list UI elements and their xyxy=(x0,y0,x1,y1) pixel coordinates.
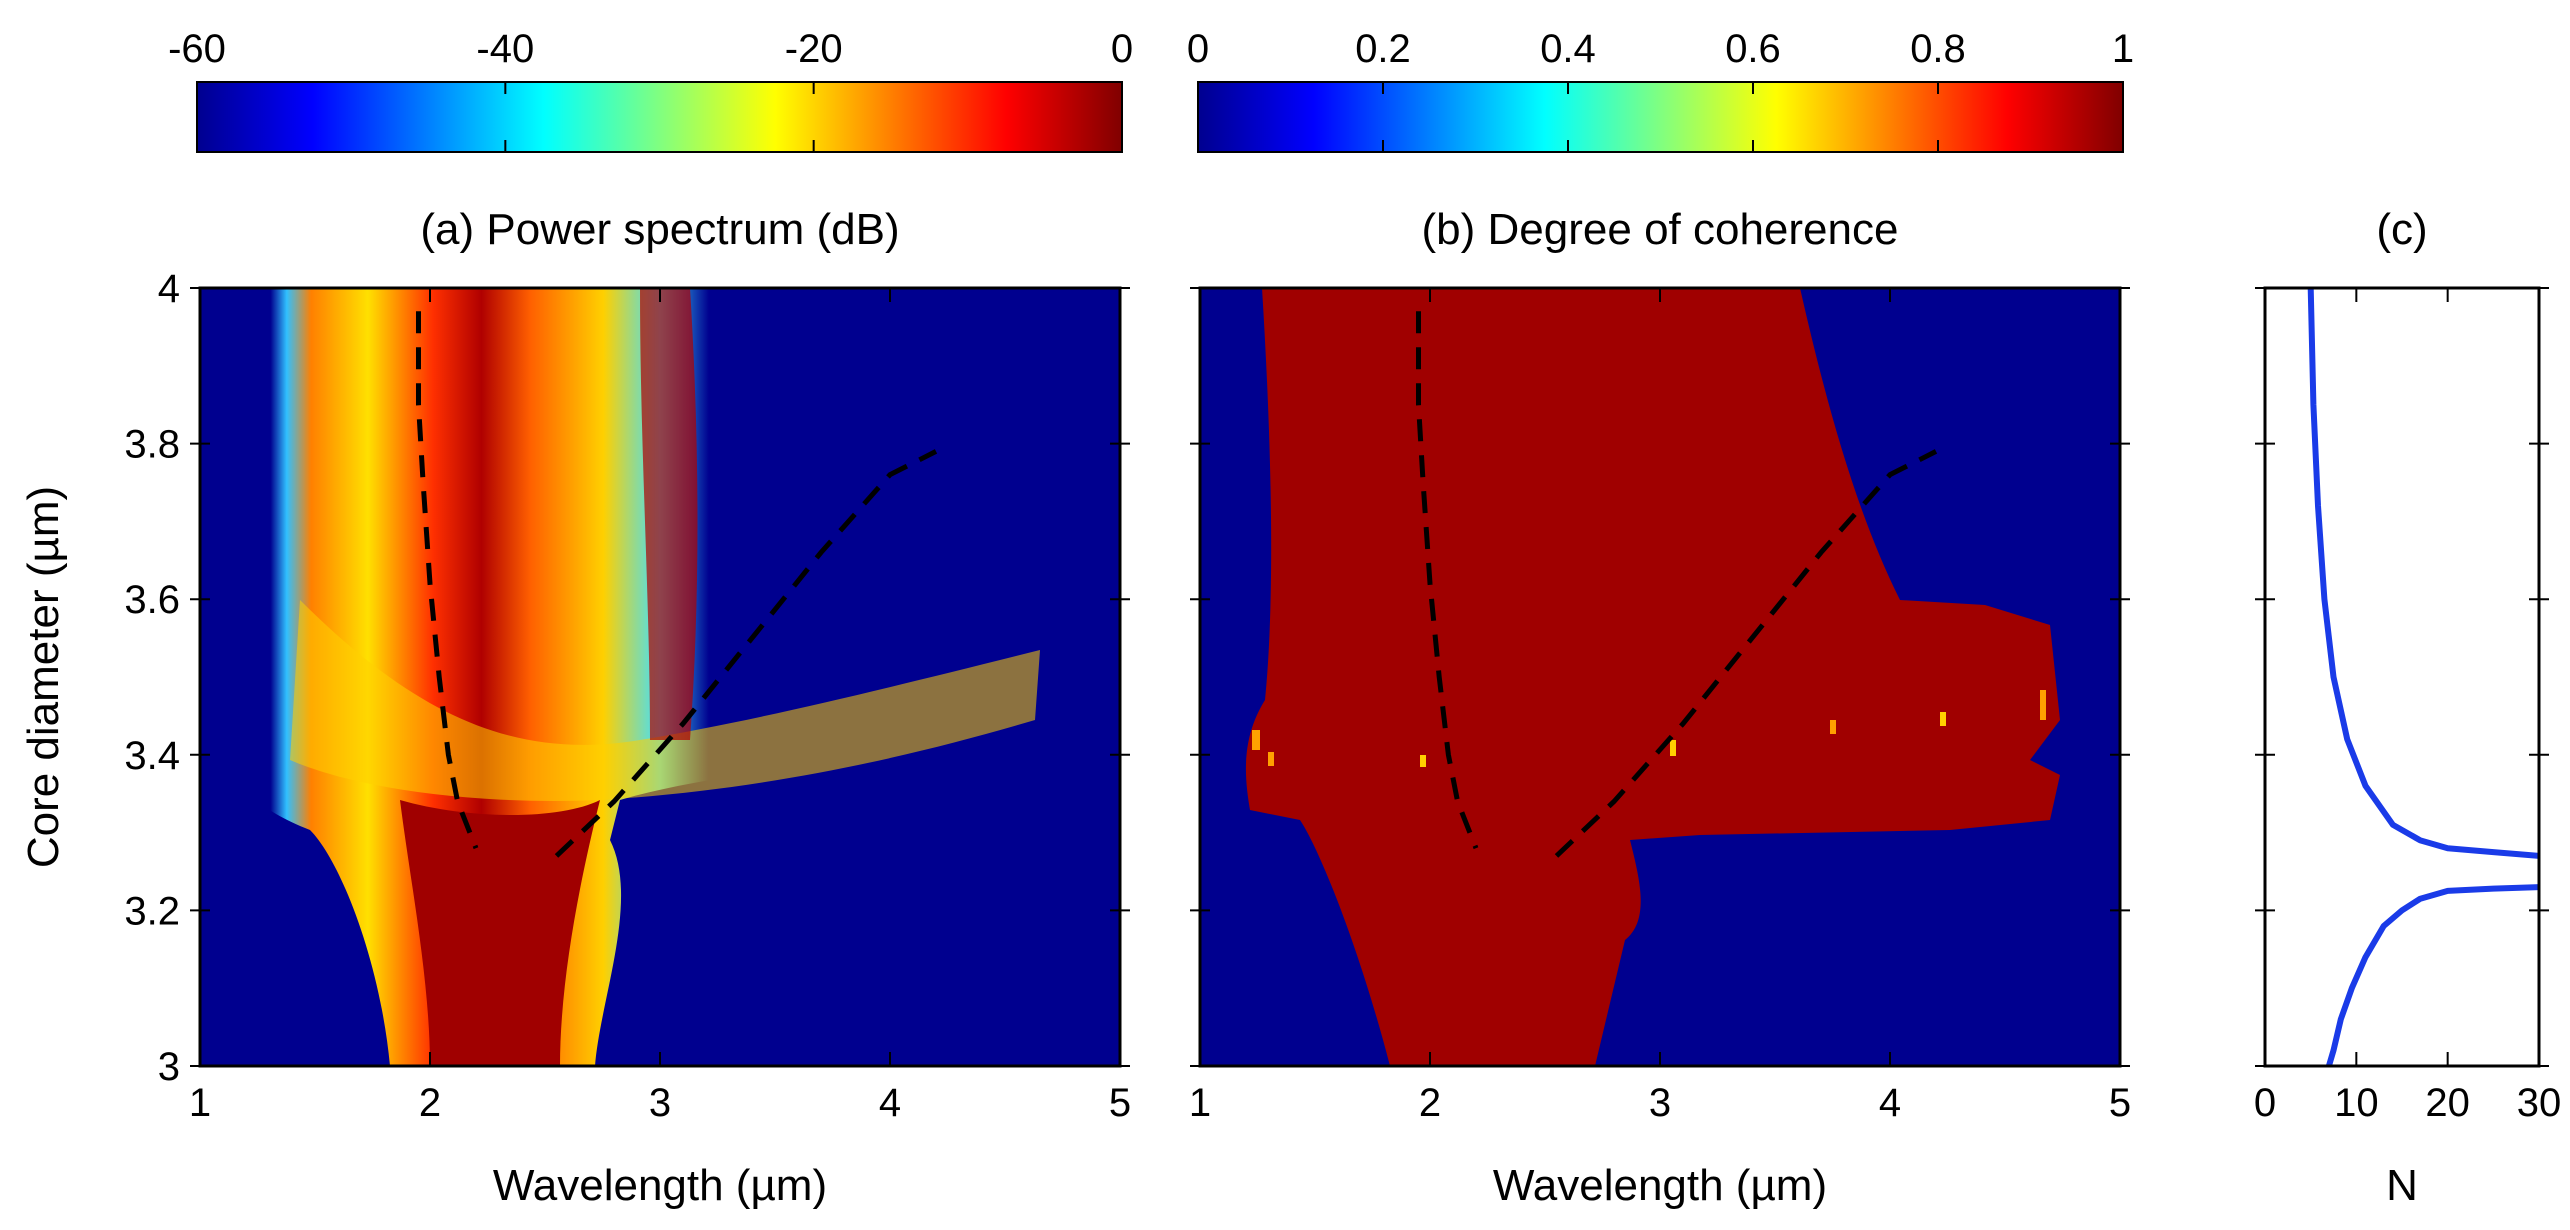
panel-b-right-branch-curve xyxy=(1554,449,1938,858)
panel-c-xtick-label: 20 xyxy=(2425,1081,2470,1125)
panel-b-speckles xyxy=(1252,690,2046,767)
colorbar-a-tick-label: -40 xyxy=(476,27,534,71)
panel-b-coherent-region xyxy=(1245,288,2060,1066)
panel-a-title: (a) Power spectrum (dB) xyxy=(420,205,899,254)
panel-a-ylabel: Core diameter (µm) xyxy=(19,486,68,868)
panel-a-ytick-label: 3.6 xyxy=(124,578,180,622)
panel-b-dashed-curves xyxy=(1416,311,1938,858)
panel-a-heatmap xyxy=(200,288,1120,1066)
panel-b-xtick-label: 4 xyxy=(1879,1081,1901,1125)
panel-c-xlabel: N xyxy=(2386,1161,2418,1210)
colorbar-a-tick-label: -20 xyxy=(785,27,843,71)
panel-c-background xyxy=(2265,288,2539,1066)
panel-b-xtick-label: 5 xyxy=(2109,1081,2131,1125)
panel-c-xtick-label: 10 xyxy=(2334,1081,2379,1125)
panel-b-xtick-label: 2 xyxy=(1419,1081,1441,1125)
panel-a-yellow-band xyxy=(290,600,1040,801)
panel-c-xtick-label: 0 xyxy=(2254,1081,2276,1125)
panel-c-N-lower-line xyxy=(2326,884,2539,1066)
panel-c-title: (c) xyxy=(2376,205,2427,254)
panel-a-xtick-label: 3 xyxy=(649,1081,671,1125)
panel-a-ytick-label: 3.2 xyxy=(124,889,180,933)
colorbar-a-gradient xyxy=(196,81,1123,153)
colorbar-b-tick-label: 0.4 xyxy=(1540,27,1596,71)
panel-b-xlabel: Wavelength (µm) xyxy=(1493,1161,1827,1210)
panel-a-core xyxy=(400,800,600,1066)
panel-b-title: (b) Degree of coherence xyxy=(1422,205,1899,254)
panel-a-xtick-label: 5 xyxy=(1109,1081,1131,1125)
panel-a-xtick-label: 4 xyxy=(879,1081,901,1125)
panel-a-xtick-label: 2 xyxy=(419,1081,441,1125)
colorbar-b: 0 0.2 0.4 0.6 0.8 1 xyxy=(1187,27,2134,153)
panel-b-xtick-label: 3 xyxy=(1649,1081,1671,1125)
panel-b-left-branch-curve xyxy=(1416,311,1479,850)
panel-a-ytick-label: 3 xyxy=(158,1045,180,1089)
panel-a-xlabel: Wavelength (µm) xyxy=(493,1161,827,1210)
panel-a-ytick-label: 3.8 xyxy=(124,423,180,467)
panel-a-ytick-label: 3.4 xyxy=(124,734,180,778)
panel-a-dashed-curves xyxy=(416,311,938,858)
colorbar-a-tick-label: -60 xyxy=(168,27,226,71)
colorbar-b-tick-label: 0.2 xyxy=(1355,27,1411,71)
panel-a-right-branch-curve xyxy=(554,449,938,858)
colorbar-b-tick-label: 1 xyxy=(2112,27,2134,71)
colorbar-b-tick-label: 0 xyxy=(1187,27,1209,71)
colorbar-b-gradient xyxy=(1197,81,2124,153)
panel-b-heatmap xyxy=(1200,288,2120,1066)
colorbar-b-tick-label: 0.6 xyxy=(1725,27,1781,71)
colorbar-a-tick-label: 0 xyxy=(1111,27,1133,71)
panel-a-ytick-label: 4 xyxy=(158,267,180,311)
panel-c-lines xyxy=(2307,288,2539,1066)
panel-b-xtick-label: 1 xyxy=(1189,1081,1211,1125)
panel-c-xtick-label: 30 xyxy=(2517,1081,2562,1125)
colorbar-b-tick-label: 0.8 xyxy=(1910,27,1966,71)
panel-a-orange-stripe xyxy=(640,288,698,740)
panel-c-N-upper-line xyxy=(2307,288,2539,859)
panel-a-left-branch-curve xyxy=(416,311,479,850)
colorbar-a: -60 -40 -20 0 xyxy=(168,27,1133,153)
panel-c-frame xyxy=(2263,286,2541,1068)
panel-a-xtick-label: 1 xyxy=(189,1081,211,1125)
